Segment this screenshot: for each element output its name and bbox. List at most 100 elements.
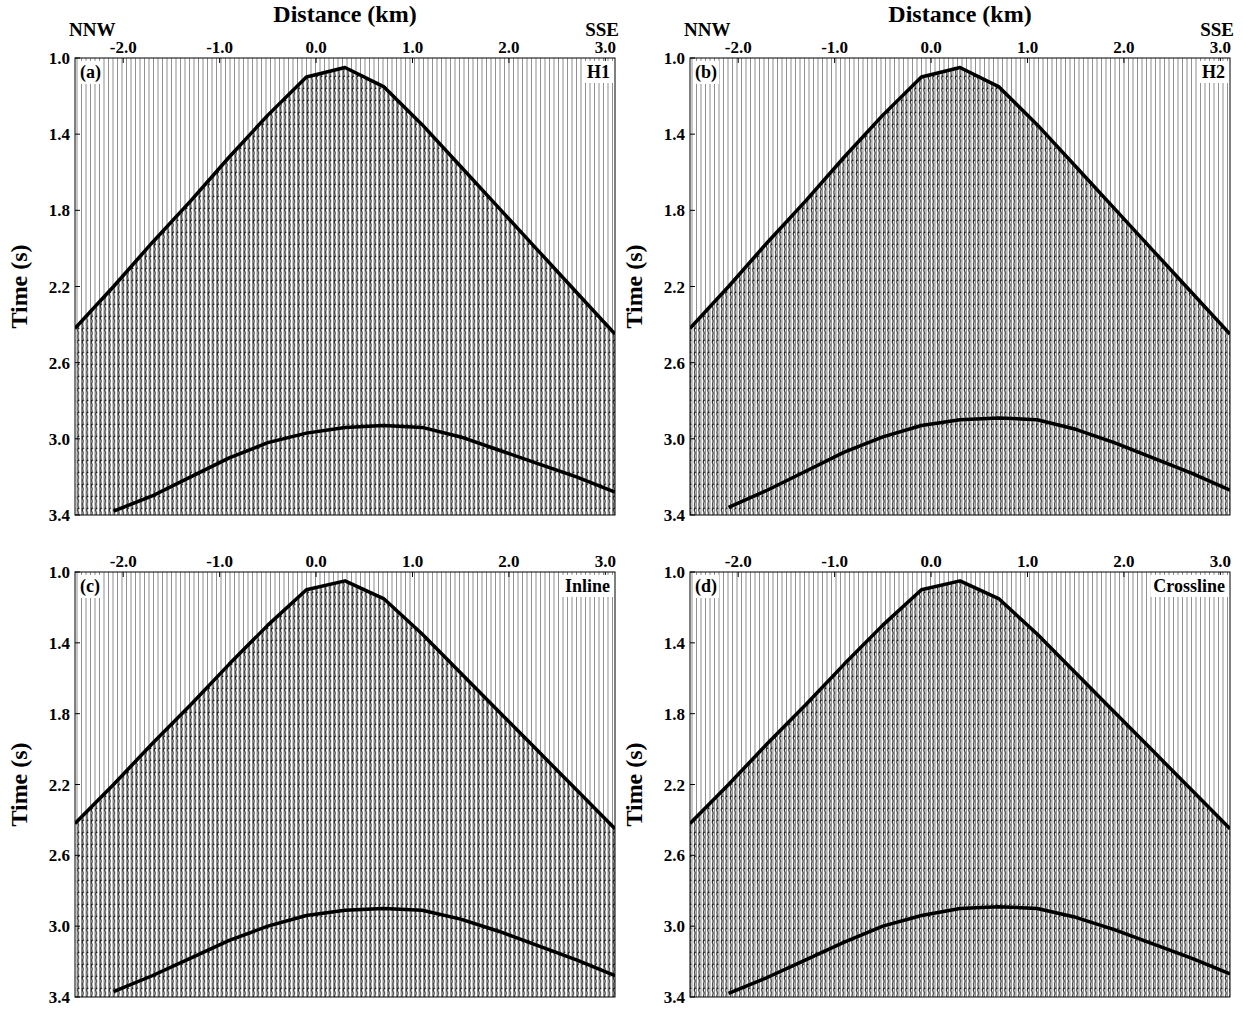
x-tick <box>412 572 413 577</box>
y-tick <box>690 438 695 439</box>
y-tick <box>75 58 80 59</box>
x-axis-title: Distance (km) <box>273 1 416 27</box>
panel: -2.0-1.00.01.02.03.01.01.41.82.22.63.03.… <box>621 552 1231 1007</box>
x-tick-label: 2.0 <box>498 38 519 57</box>
y-tick <box>75 572 80 573</box>
y-tick <box>690 572 695 573</box>
x-tick <box>834 58 835 63</box>
x-tick-label: 2.0 <box>1113 38 1134 57</box>
y-tick-label: 1.0 <box>664 563 685 582</box>
title-patch <box>1199 61 1228 83</box>
event-line <box>690 581 1230 829</box>
x-tick-label: 3.0 <box>1210 38 1231 57</box>
x-tick-label: 1.0 <box>1017 38 1038 57</box>
y-tick-label: 3.0 <box>664 917 685 936</box>
x-tick-label: 0.0 <box>920 38 941 57</box>
x-tick <box>931 58 932 63</box>
y-tick <box>75 642 80 643</box>
y-tick-label: 3.4 <box>49 988 71 1007</box>
panel-title: H1 <box>587 62 610 82</box>
y-tick-label: 3.4 <box>664 506 686 525</box>
y-tick <box>75 362 80 363</box>
y-tick-label: 2.6 <box>49 354 70 373</box>
y-tick-label: 3.0 <box>49 430 70 449</box>
x-tick <box>508 58 509 63</box>
y-tick-label: 2.2 <box>49 776 70 795</box>
panel: -2.0-1.00.01.02.03.01.01.41.82.22.63.03.… <box>6 1 619 525</box>
y-tick <box>690 134 695 135</box>
panel-label: (b) <box>695 62 717 83</box>
panel-title: Crossline <box>1153 576 1225 596</box>
y-tick-label: 1.0 <box>49 49 70 68</box>
x-tick-label: -2.0 <box>725 552 752 571</box>
plot-background <box>75 58 615 515</box>
plot-marks <box>690 572 1230 997</box>
y-tick <box>690 286 695 287</box>
y-tick-label: 1.4 <box>664 125 686 144</box>
event-line <box>690 68 1230 335</box>
panel-title: H2 <box>1202 62 1225 82</box>
event-line <box>114 426 615 512</box>
x-axis-title: Distance (km) <box>888 1 1031 27</box>
x-tick-label: 2.0 <box>498 552 519 571</box>
direction-label: SSE <box>1200 19 1234 40</box>
y-axis-title: Time (s) <box>6 742 32 826</box>
plot-background <box>690 58 1230 515</box>
y-tick <box>690 997 695 998</box>
x-tick <box>123 572 124 577</box>
x-tick-label: -2.0 <box>725 38 752 57</box>
direction-label: NNW <box>69 19 115 40</box>
x-tick <box>219 58 220 63</box>
plot-marks <box>690 58 1230 515</box>
y-tick <box>75 438 80 439</box>
x-tick <box>123 58 124 63</box>
label-patch <box>78 575 102 598</box>
x-tick-label: -1.0 <box>206 38 233 57</box>
y-tick <box>690 58 695 59</box>
y-tick <box>75 515 80 516</box>
y-axis-title: Time (s) <box>621 742 647 826</box>
y-tick-label: 1.8 <box>664 201 685 220</box>
y-tick <box>75 713 80 714</box>
x-tick-label: 1.0 <box>1017 552 1038 571</box>
y-tick <box>690 713 695 714</box>
x-tick-label: 3.0 <box>1210 552 1231 571</box>
x-tick-label: 0.0 <box>920 552 941 571</box>
event-line <box>75 581 615 829</box>
x-tick <box>1027 58 1028 63</box>
y-tick <box>690 515 695 516</box>
panel-label: (c) <box>80 576 100 597</box>
x-tick-label: -2.0 <box>110 38 137 57</box>
x-tick <box>508 572 509 577</box>
y-tick <box>690 926 695 927</box>
x-tick <box>316 572 317 577</box>
x-tick-label: 3.0 <box>595 552 616 571</box>
label-patch <box>693 575 719 598</box>
plot-background <box>690 572 1230 997</box>
y-tick-label: 3.0 <box>49 917 70 936</box>
event-line <box>729 907 1230 994</box>
y-tick-label: 1.0 <box>49 563 70 582</box>
x-tick-label: 3.0 <box>595 38 616 57</box>
y-tick <box>690 210 695 211</box>
y-tick-label: 1.0 <box>664 49 685 68</box>
y-tick <box>690 784 695 785</box>
y-tick <box>690 642 695 643</box>
y-tick-label: 1.8 <box>664 705 685 724</box>
direction-label: NNW <box>684 19 730 40</box>
x-tick <box>1123 572 1124 577</box>
y-tick-label: 2.2 <box>664 278 685 297</box>
x-tick <box>834 572 835 577</box>
x-tick <box>412 58 413 63</box>
x-tick-label: 0.0 <box>305 552 326 571</box>
y-tick-label: 2.6 <box>664 354 685 373</box>
y-axis-title: Time (s) <box>6 244 32 328</box>
y-tick-label: 2.6 <box>49 846 70 865</box>
event-line <box>729 418 1230 507</box>
y-tick <box>75 784 80 785</box>
plot-frame <box>75 572 615 997</box>
x-tick-label: 2.0 <box>1113 552 1134 571</box>
panel-title: Inline <box>565 576 610 596</box>
x-tick <box>931 572 932 577</box>
y-tick-label: 1.8 <box>49 201 70 220</box>
